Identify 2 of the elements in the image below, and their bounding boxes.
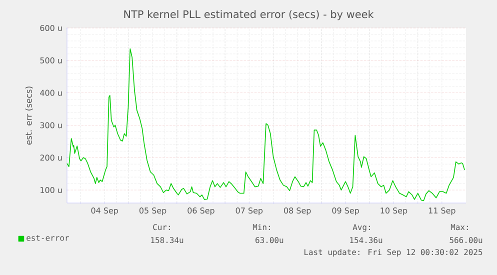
y-axis-title: est. err (secs) [25, 86, 33, 145]
chart-title: NTP kernel PLL estimated error (secs) - by week [124, 10, 374, 20]
